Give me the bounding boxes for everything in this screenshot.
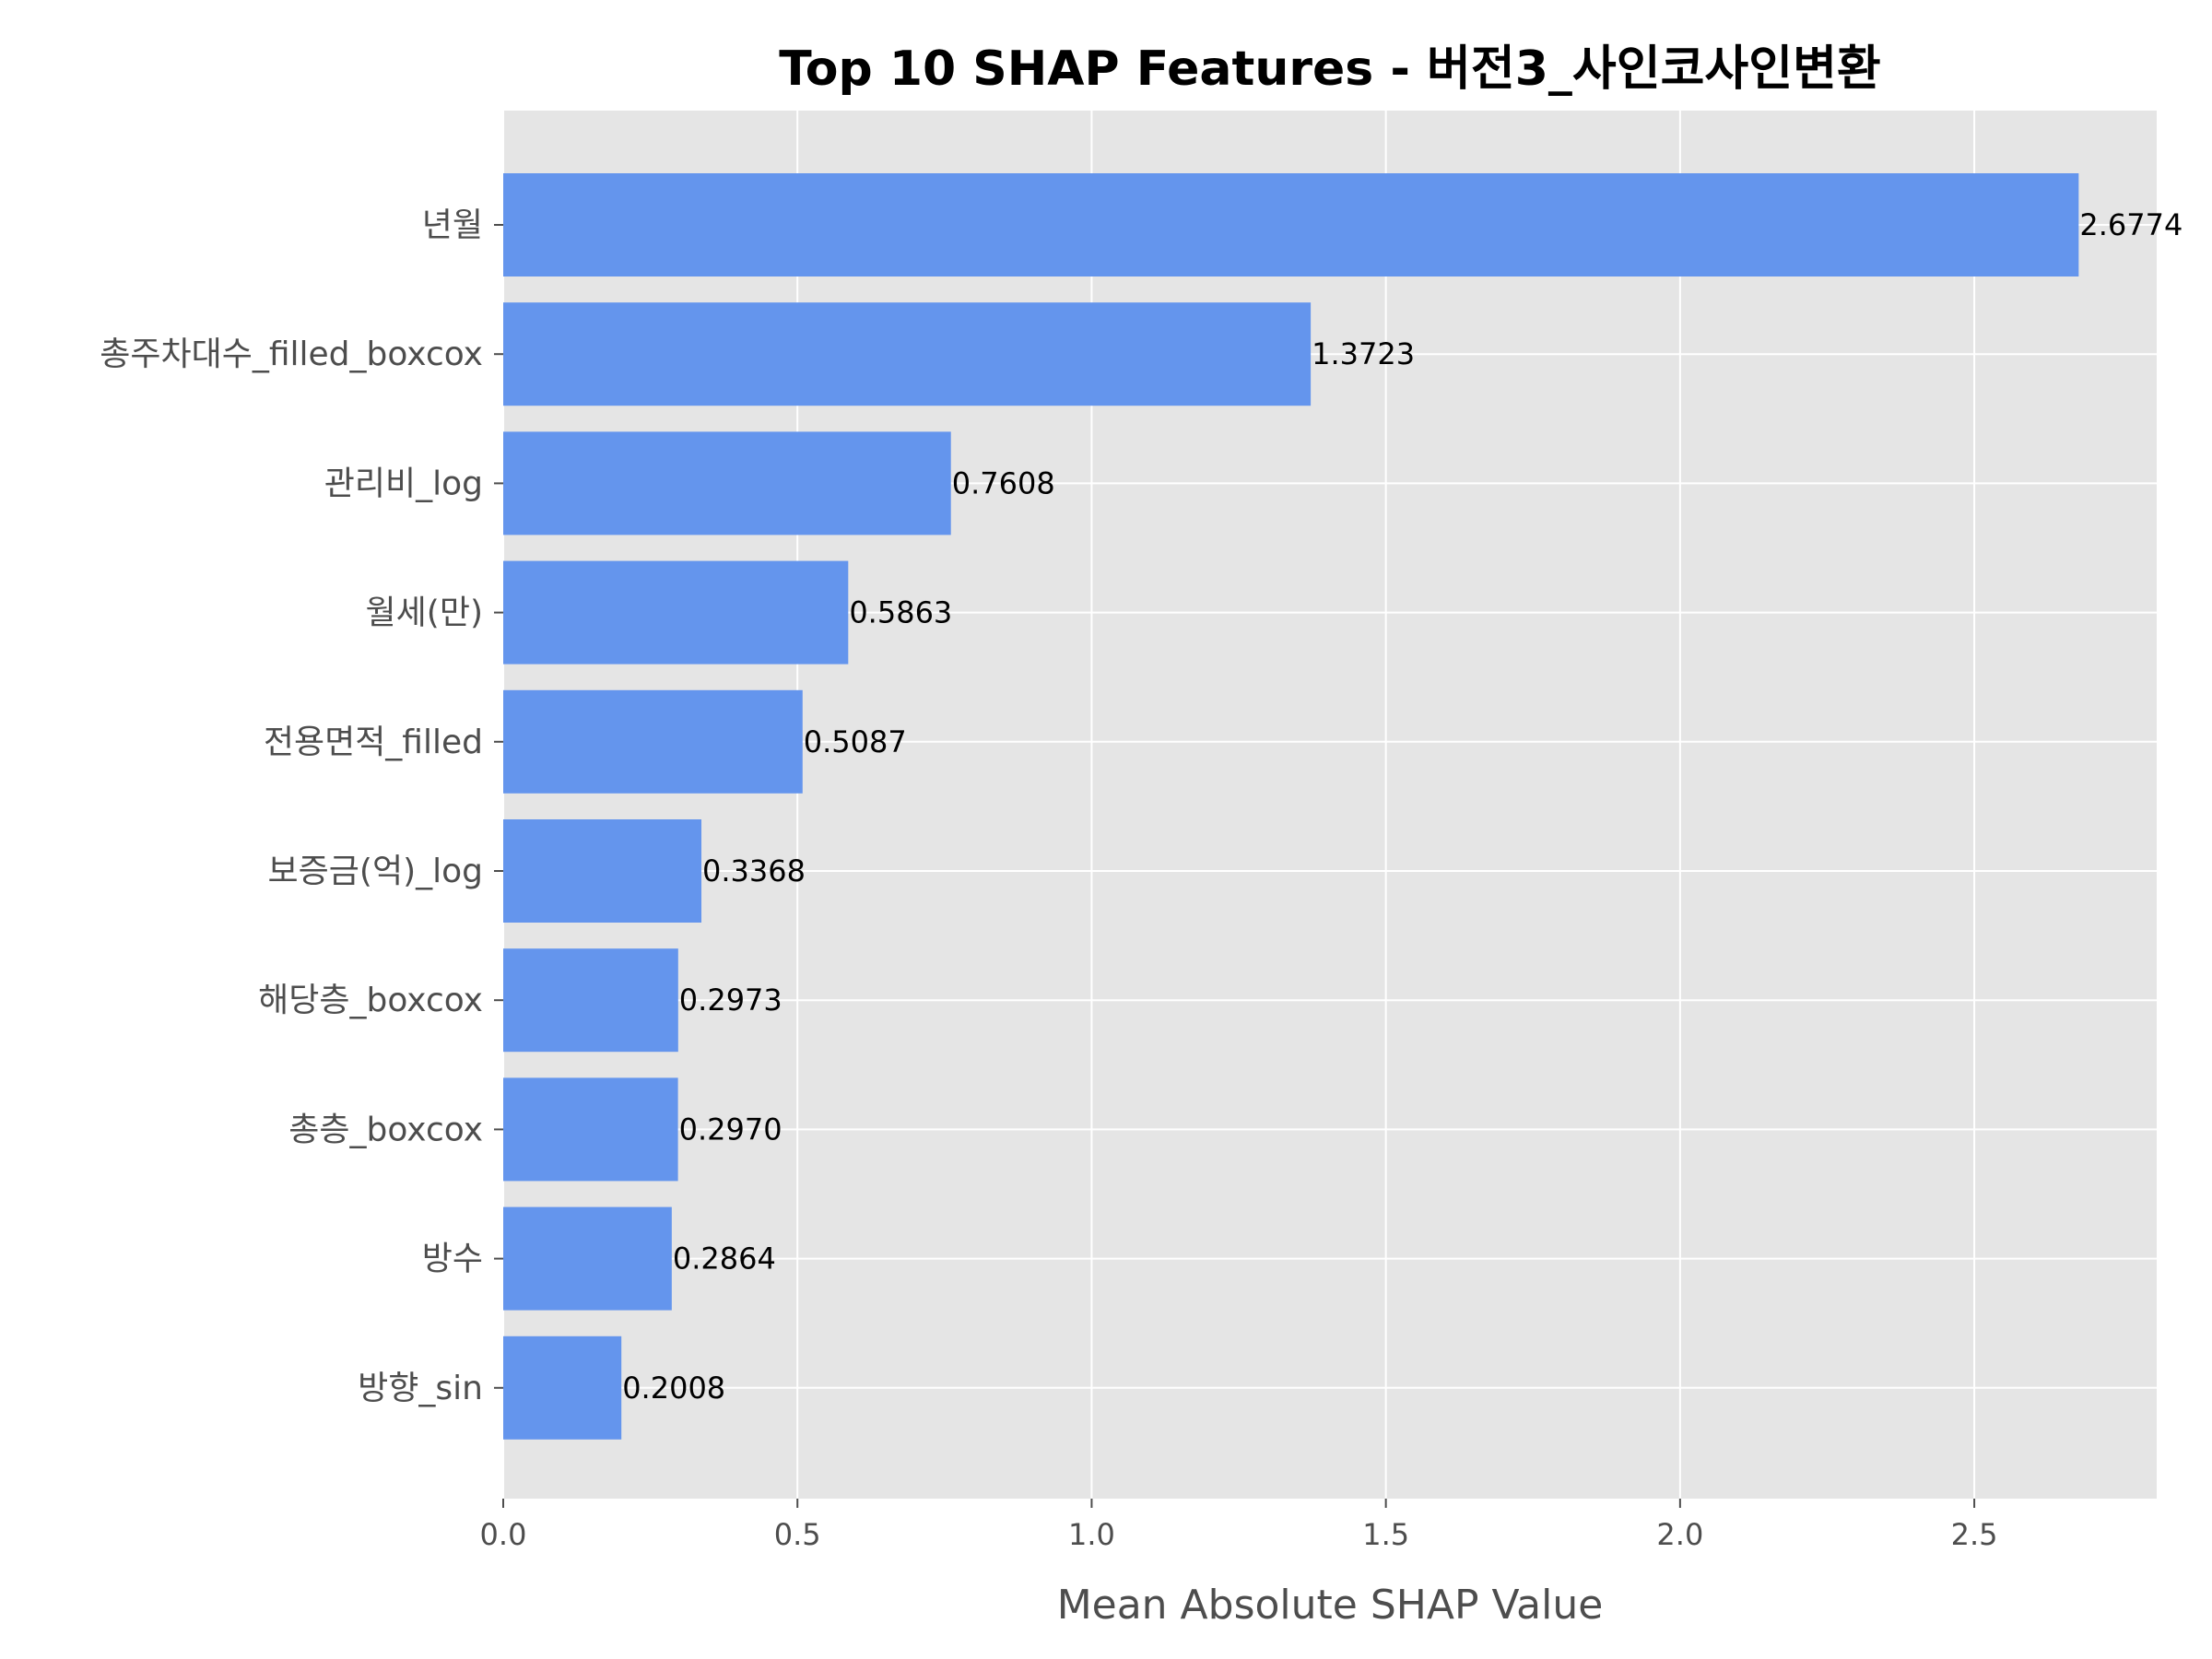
bar [503,819,702,923]
y-tick-label: 총주차대수_filled_boxcox [100,335,483,373]
bar [503,1335,622,1440]
x-tick-label: 1.0 [1068,1517,1115,1552]
chart-title: Top 10 SHAP Features - 버전3_사인코사인변환 [779,41,1881,97]
bar-value-label: 0.2864 [673,1241,776,1277]
bar [503,431,951,535]
bar [503,948,678,1053]
y-tick-label: 총층_boxcox [288,1111,483,1148]
x-tick-label: 0.5 [774,1517,821,1552]
x-axis-label: Mean Absolute SHAP Value [1057,1582,1604,1629]
x-tick-label: 1.5 [1362,1517,1409,1552]
bar-value-label: 0.2970 [679,1112,782,1147]
bar-value-label: 0.7608 [952,465,1055,500]
bar [503,302,1312,406]
y-tick-label: 방수 [422,1241,483,1278]
y-tick-label: 월세(만) [366,594,483,632]
bar-value-label: 1.3723 [1312,336,1415,371]
x-tick-label: 2.0 [1656,1517,1703,1552]
bar [503,689,803,794]
x-tick-label: 0.0 [480,1517,527,1552]
x-tick-label: 2.5 [1951,1517,1998,1552]
y-tick-label: 관리비_log [324,465,483,502]
bar-value-label: 2.6774 [2079,207,2183,242]
y-tick-label: 보증금(억)_log [268,853,483,890]
bar-value-label: 0.5087 [804,724,907,759]
bar [503,560,849,665]
y-tick-label: 전용면적_filled [264,724,483,761]
y-tick-label: 방향_sin [358,1370,483,1407]
bar [503,1077,678,1182]
bar [503,173,2079,276]
bar-value-label: 0.2973 [679,982,782,1018]
x-axis-ticks: 0.0 0.5 1.0 1.5 2.0 2.5 [480,1499,1998,1552]
bar [503,1206,672,1311]
bars: 2.6774 1.3723 0.7608 0.5863 0.5087 0.3368 0.29… [503,173,2183,1440]
y-tick-label: 해당층_boxcox [258,982,483,1019]
bar-value-label: 0.3368 [702,853,806,888]
bar-value-label: 0.2008 [622,1371,725,1406]
y-tick-label: 년월 [422,206,483,244]
bar-value-label: 0.5863 [849,595,952,630]
